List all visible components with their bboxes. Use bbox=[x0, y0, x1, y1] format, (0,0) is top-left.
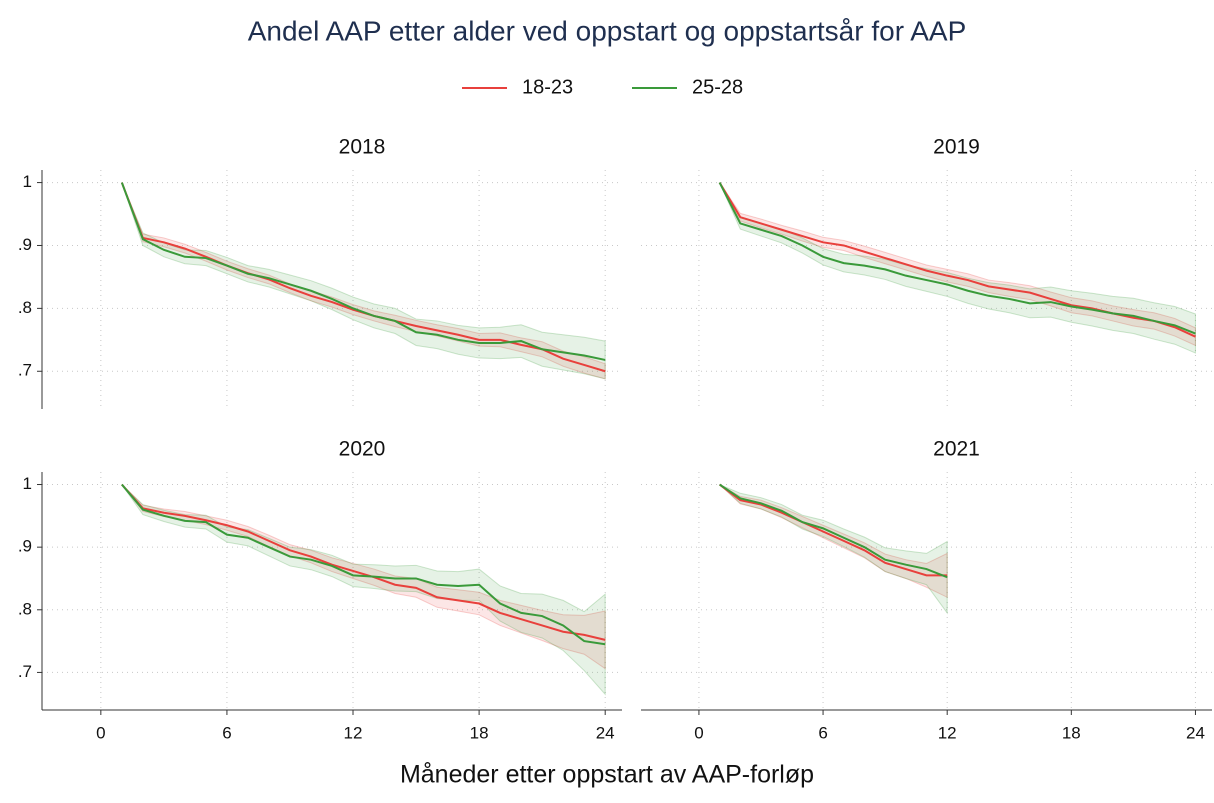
legend-label: 18-23 bbox=[522, 76, 573, 98]
y-tick-label: .7 bbox=[18, 662, 32, 681]
line bbox=[121, 483, 606, 641]
x-tick-label: 0 bbox=[96, 723, 105, 742]
y-tick-label: .8 bbox=[18, 599, 32, 618]
x-tick-label: 0 bbox=[694, 723, 703, 742]
x-tick-label: 6 bbox=[818, 723, 827, 742]
x-tick-label: 6 bbox=[222, 723, 231, 742]
panel-title: 2019 bbox=[933, 136, 980, 159]
y-tick-label: .9 bbox=[18, 537, 32, 556]
panel-title: 2021 bbox=[933, 438, 980, 461]
line bbox=[121, 483, 606, 646]
x-tick-label: 18 bbox=[1062, 723, 1081, 742]
x-tick-label: 12 bbox=[938, 723, 957, 742]
x-tick-label: 12 bbox=[344, 723, 363, 742]
line bbox=[719, 483, 948, 577]
line bbox=[120, 182, 606, 361]
x-axis-label: Måneder etter oppstart av AAP-forløp bbox=[400, 761, 814, 789]
x-tick-label: 24 bbox=[1186, 723, 1205, 742]
y-tick-label: 1 bbox=[23, 474, 32, 493]
y-tick-label: .8 bbox=[18, 298, 32, 317]
confidence-band bbox=[121, 484, 606, 696]
x-tick-label: 18 bbox=[470, 723, 489, 742]
panel-title: 2020 bbox=[339, 438, 386, 461]
chart-title: Andel AAP etter alder ved oppstart og op… bbox=[248, 15, 967, 46]
confidence-band bbox=[121, 182, 606, 380]
y-tick-label: .7 bbox=[18, 361, 32, 380]
y-tick-label: .9 bbox=[18, 235, 32, 254]
line bbox=[718, 182, 1196, 335]
line bbox=[719, 483, 948, 579]
legend-label: 25-28 bbox=[692, 76, 743, 98]
y-tick-label: 1 bbox=[23, 172, 32, 191]
panel-title: 2018 bbox=[339, 136, 386, 159]
confidence-band bbox=[719, 182, 1196, 354]
x-tick-label: 24 bbox=[596, 723, 615, 742]
